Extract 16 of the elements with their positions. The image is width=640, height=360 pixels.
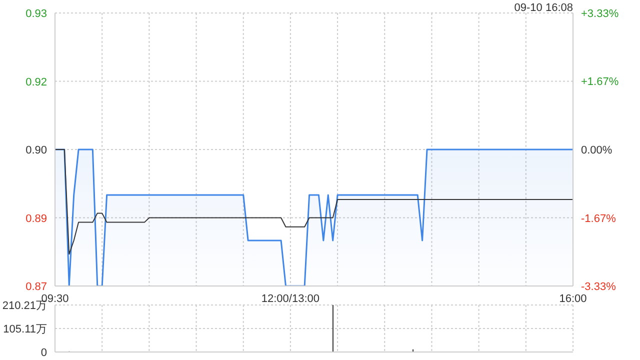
y-tick-label: 0.90 bbox=[26, 144, 47, 156]
y-tick-label: 0.92 bbox=[26, 76, 47, 88]
y-tick-label: 0.87 bbox=[26, 281, 47, 293]
y2-tick-label: -1.67% bbox=[581, 212, 616, 225]
y-tick-label: 0.93 bbox=[26, 8, 47, 20]
y2-tick-label: 0.00% bbox=[581, 144, 612, 156]
y2-tick-label: -3.33% bbox=[581, 281, 616, 293]
y-tick-label: 0 bbox=[40, 347, 47, 359]
annotation: 09-10 16:08 bbox=[514, 2, 573, 14]
y-tick-label: 105.11万 bbox=[3, 324, 47, 336]
y2-tick-label: +3.33% bbox=[581, 8, 619, 20]
y2-tick-label: +1.67% bbox=[581, 76, 619, 88]
y-tick-label: 0.89 bbox=[26, 212, 47, 225]
x-tick-label: 16:00 bbox=[559, 292, 587, 305]
x-tick-label: 12:00/13:00 bbox=[261, 292, 320, 305]
y-tick-label: 210.21万 bbox=[2, 300, 47, 312]
